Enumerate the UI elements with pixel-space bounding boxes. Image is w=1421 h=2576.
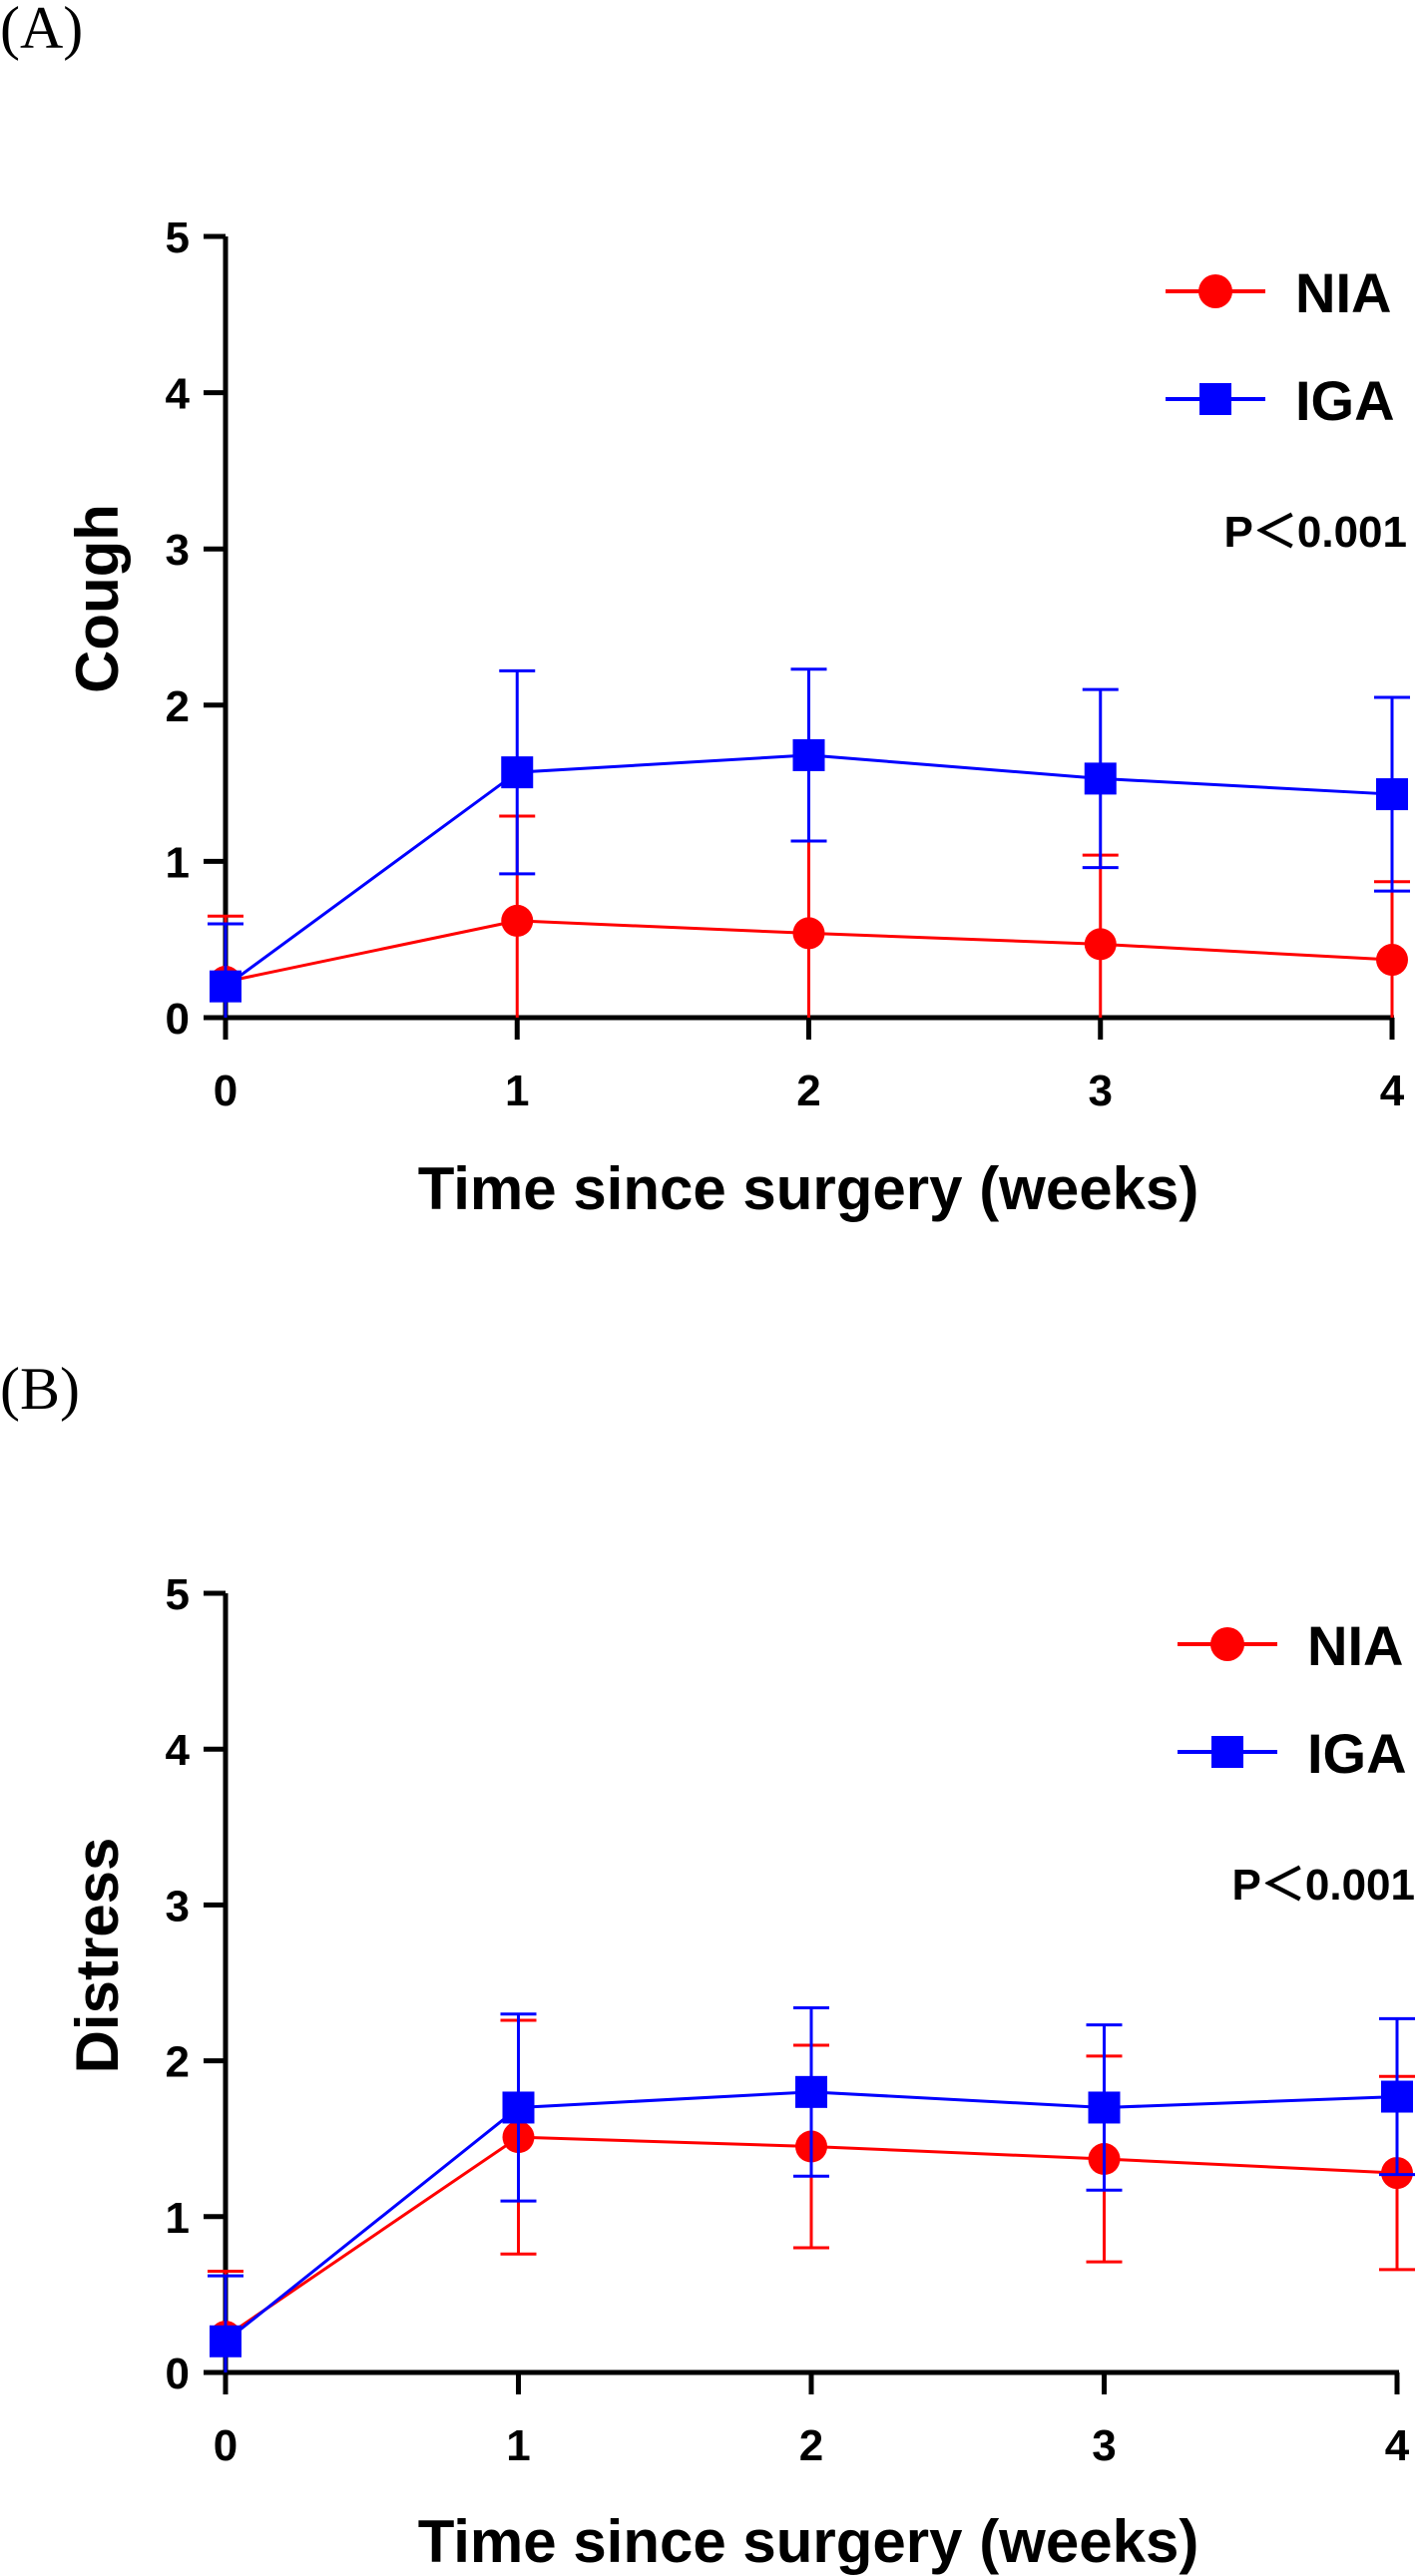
- legend-marker-iga: [1199, 383, 1231, 415]
- panel-b-p-value: P＜0.001: [1232, 1861, 1415, 1910]
- y-tick-label: 2: [166, 2038, 190, 2087]
- panel-a-p-value: P＜0.001: [1224, 508, 1407, 557]
- data-point-iga: [1084, 762, 1117, 795]
- x-tick-label: 3: [1092, 2421, 1116, 2470]
- data-point-iga: [1381, 2080, 1413, 2113]
- panel-b-ylabel: Distress: [64, 1838, 131, 2074]
- data-point-iga: [1376, 778, 1408, 811]
- legend-item-iga: IGA: [1178, 1722, 1407, 1785]
- data-point-iga: [795, 2075, 827, 2108]
- panel-a-plot-area: 0 1 2 3 4 5 0 1 2 3 4: [166, 214, 1410, 1115]
- y-tick-label: 0: [166, 2350, 190, 2398]
- panel-b-plot-area: 0 1 2 3 4 5 0 1 2 3 4: [166, 1570, 1415, 2470]
- data-point-iga: [792, 738, 825, 771]
- y-tick-label: 4: [166, 370, 191, 419]
- legend-marker-nia: [1198, 274, 1232, 308]
- legend-marker-iga: [1211, 1736, 1243, 1768]
- x-tick-label: 0: [214, 2421, 237, 2470]
- panel-a: (A) Cough Time since surgery (weeks) P＜0…: [0, 0, 1410, 1222]
- legend-item-iga: IGA: [1166, 369, 1395, 432]
- legend-marker-nia: [1210, 1627, 1244, 1661]
- legend-label-iga: IGA: [1295, 369, 1395, 432]
- x-tick-label: 1: [505, 1067, 529, 1115]
- y-tick-label: 2: [166, 682, 190, 731]
- y-tick-label: 3: [166, 526, 190, 575]
- data-point-iga: [502, 2091, 535, 2124]
- x-tick-label: 4: [1385, 2421, 1410, 2470]
- series-iga: [208, 667, 1410, 1018]
- y-tick-label: 1: [166, 838, 190, 887]
- data-point-nia: [501, 904, 534, 937]
- panel-a-legend: NIA IGA: [1166, 261, 1395, 432]
- y-tick-label: 3: [166, 1882, 190, 1931]
- legend-label-nia: NIA: [1295, 261, 1391, 324]
- data-point-nia: [792, 917, 825, 950]
- x-tick-label: 3: [1089, 1067, 1113, 1115]
- series-iga: [208, 2005, 1415, 2372]
- legend-item-nia: NIA: [1166, 261, 1391, 324]
- y-tick-label: 4: [166, 1726, 191, 1775]
- y-tick-label: 0: [166, 995, 190, 1044]
- series-nia: [208, 814, 1410, 1018]
- panel-b: (B) Distress Time since surgery (weeks) …: [0, 1356, 1415, 2575]
- data-point-iga: [210, 970, 241, 1003]
- panel-a-xlabel: Time since surgery (weeks): [418, 1155, 1199, 1222]
- y-tick-label: 5: [166, 214, 190, 262]
- legend-label-iga: IGA: [1307, 1722, 1407, 1785]
- legend-label-nia: NIA: [1307, 1614, 1403, 1677]
- x-tick-label: 4: [1380, 1067, 1405, 1115]
- panel-a-ylabel: Cough: [64, 504, 131, 693]
- data-point-iga: [210, 2325, 241, 2358]
- legend-item-nia: NIA: [1178, 1614, 1403, 1677]
- x-tick-label: 1: [506, 2421, 530, 2470]
- data-point-iga: [1088, 2091, 1121, 2124]
- panel-b-legend: NIA IGA: [1178, 1614, 1407, 1785]
- panel-a-label: (A): [0, 0, 83, 61]
- panel-b-xlabel: Time since surgery (weeks): [418, 2508, 1199, 2575]
- x-tick-label: 0: [214, 1067, 237, 1115]
- x-tick-label: 2: [799, 2421, 823, 2470]
- x-tick-label: 2: [796, 1067, 820, 1115]
- data-point-iga: [501, 756, 534, 789]
- y-tick-label: 1: [166, 2194, 190, 2243]
- data-point-nia: [1376, 944, 1408, 977]
- data-point-nia: [1084, 928, 1117, 961]
- y-tick-label: 5: [166, 1570, 190, 1619]
- panel-b-label: (B): [0, 1356, 80, 1422]
